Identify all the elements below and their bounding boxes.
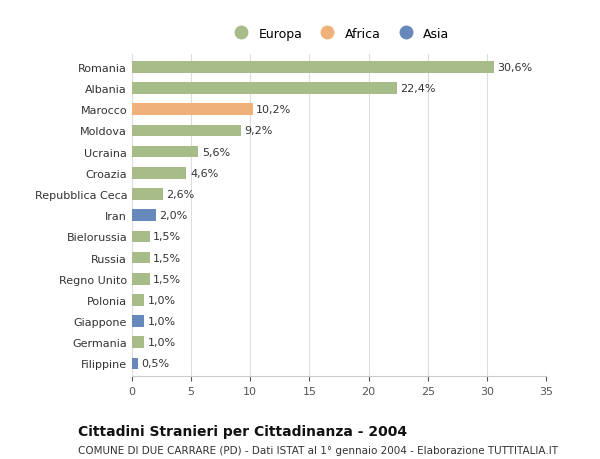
Text: 0,5%: 0,5%: [142, 358, 170, 369]
Text: 22,4%: 22,4%: [401, 84, 436, 94]
Bar: [132, 337, 144, 348]
Bar: [132, 104, 253, 116]
Text: 4,6%: 4,6%: [190, 168, 218, 179]
Text: 30,6%: 30,6%: [497, 63, 533, 73]
Bar: [132, 316, 144, 327]
Text: 1,0%: 1,0%: [148, 337, 176, 347]
Text: 1,0%: 1,0%: [148, 316, 176, 326]
Bar: [132, 125, 241, 137]
Text: 1,5%: 1,5%: [153, 232, 181, 242]
Bar: [132, 83, 397, 95]
Bar: [132, 273, 150, 285]
Bar: [132, 231, 150, 243]
Text: 5,6%: 5,6%: [202, 147, 230, 157]
Text: 1,0%: 1,0%: [148, 295, 176, 305]
Text: 9,2%: 9,2%: [244, 126, 273, 136]
Bar: [132, 168, 187, 179]
Text: 1,5%: 1,5%: [153, 253, 181, 263]
Text: 2,0%: 2,0%: [159, 211, 187, 221]
Bar: [132, 252, 150, 264]
Text: Cittadini Stranieri per Cittadinanza - 2004: Cittadini Stranieri per Cittadinanza - 2…: [78, 425, 407, 438]
Bar: [132, 358, 138, 369]
Legend: Europa, Africa, Asia: Europa, Africa, Asia: [223, 23, 455, 46]
Bar: [132, 295, 144, 306]
Bar: [132, 62, 494, 73]
Text: 10,2%: 10,2%: [256, 105, 292, 115]
Bar: [132, 146, 198, 158]
Bar: [132, 210, 155, 222]
Bar: [132, 189, 163, 201]
Text: 1,5%: 1,5%: [153, 274, 181, 284]
Text: 2,6%: 2,6%: [166, 190, 194, 200]
Text: COMUNE DI DUE CARRARE (PD) - Dati ISTAT al 1° gennaio 2004 - Elaborazione TUTTIT: COMUNE DI DUE CARRARE (PD) - Dati ISTAT …: [78, 445, 558, 455]
